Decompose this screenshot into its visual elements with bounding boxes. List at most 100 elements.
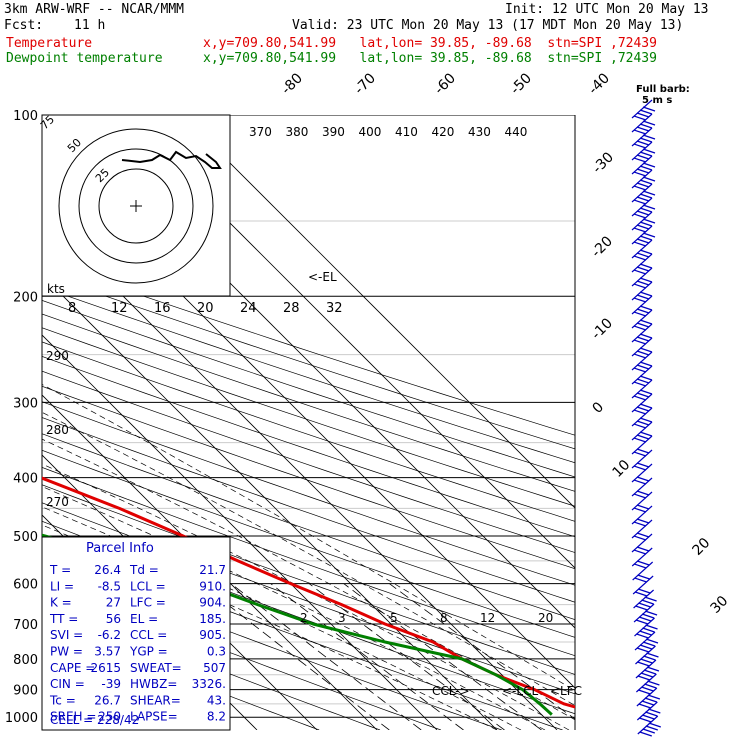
wind-barb-flag [633,535,647,541]
wind-barb-flag [633,353,647,359]
wind-barb-flag [637,588,651,594]
wind-barb-flag [645,624,658,630]
hodograph-speed-label: 32 [326,301,343,316]
wind-barb-flag [636,476,650,482]
wind-barb-flag [639,361,653,367]
hodograph-ring [78,148,194,264]
wind-barb [631,379,653,399]
wind-barb-flag [642,120,656,126]
wind-barb-flag [646,652,659,658]
parcel-field: 0.3 [207,645,226,659]
parcel-field: Tc = [49,693,76,707]
wind-barb [631,407,653,427]
dry-adiabat [42,341,575,522]
wind-barb [633,589,655,609]
parcel-field: 507 [203,661,226,675]
wind-barb-flag [639,717,652,723]
parcel-field: SVI = [50,628,83,642]
wind-barb-flag [638,602,651,608]
wind-barb-flag [647,694,661,700]
mixing-ratio-line [200,583,390,730]
wind-barb-flag [637,574,650,580]
theta-label: 370 [249,125,272,139]
theta-label: 380 [286,125,309,139]
wind-barb-flag [641,599,654,605]
parcel-field: HWBZ= [130,677,177,691]
theta-label: 420 [432,125,455,139]
wind-barb-flag [636,252,650,258]
dry-adiabat [42,313,575,492]
pressure-label: 400 [13,472,38,487]
dry-adiabat [42,600,381,730]
wind-barb-flag [644,610,658,616]
parcel-field: 26.4 [94,563,121,577]
temperature-legend: Temperature [6,36,93,51]
wind-barb-flag [639,165,653,171]
pressure-label: 900 [13,684,38,699]
wind-barb-flag [639,109,653,115]
hodograph-speed-label: 28 [283,301,300,316]
parcel-cell: CELL = 228/42 [50,713,139,727]
wind-barb-flag [642,204,656,210]
wind-barb [631,491,653,511]
moist-adiabat [42,384,575,692]
wind-barb [635,673,657,693]
wind-barb-flag [634,563,647,569]
wind-barb-flag [634,577,647,583]
parcel-field: 8.2 [207,710,226,724]
barb-legend-units: 5 m s [642,95,672,106]
wind-barb [634,631,656,651]
wind-barb-flag [639,644,653,650]
mixing-ratio-line [308,583,505,730]
wind-barb-flag [643,669,657,675]
wind-barb-flag [642,714,655,720]
wind-barb [631,253,653,273]
hodograph-speed-label: 20 [197,301,214,316]
wind-barb [631,169,653,189]
wind-barb-flag [633,381,647,387]
wind-barb-flag [633,115,647,121]
wind-barb-flag [634,591,648,597]
wind-barb-flag [633,185,647,191]
wind-barb-flag [633,311,647,317]
theta-side-label: 270 [46,495,69,509]
wind-barb-flag [641,613,655,619]
init-time: Init: 12 UTC Mon 20 May 13 [505,2,709,17]
isotherm [42,214,558,730]
wind-barb [631,99,653,119]
hodograph-trace [121,150,222,169]
wind-barb-flag [638,689,651,695]
parcel-field: CIN = [50,677,85,691]
wind-barb-flag [644,596,657,602]
wind-barb-flag [633,465,647,471]
wind-barb [631,421,653,441]
forecast-hour: 11 h [74,18,106,33]
parcel-field: K = [50,596,72,610]
hodograph-ring [98,168,174,244]
parcel-field: EL = [130,612,158,626]
parcel-field: 910. [199,579,226,593]
wind-barb [631,365,653,385]
temperature-location: x,y=709.80,541.99 lat,lon= 39.85, -89.68… [203,36,657,51]
wind-barb-flag [642,176,656,182]
parcel-field: SWEAT= [130,661,182,675]
wind-barb [631,477,653,497]
wind-barb [631,449,653,469]
wind-barb-flag [642,728,655,734]
wind-barb-flag [633,129,647,135]
wind-barb-flag [636,434,650,440]
moist-adiabat [42,411,575,706]
wind-barb-flag [639,630,652,636]
parcel-field: LFC = [130,596,166,610]
wind-barb-flag [636,350,650,356]
wind-barb-flag [633,269,647,275]
wind-barb [631,505,653,525]
dewpoint-legend: Dewpoint temperature [6,51,163,66]
mixing-ratio-line [389,583,575,720]
wind-barb-flag [639,193,653,199]
wind-barb-flag [638,703,652,709]
forecast-label: Fcst: [4,18,44,33]
isotherm-label: -10 [589,315,616,342]
isotherm [42,274,498,730]
